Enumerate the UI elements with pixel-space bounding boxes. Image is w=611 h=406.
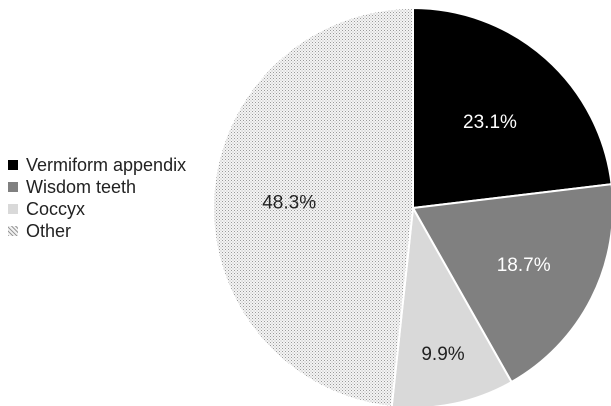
legend-label-other: Other [26, 220, 72, 241]
legend-swatch-wisdom-teeth [8, 182, 18, 192]
pie-slice-coccyx [390, 204, 513, 406]
legend-item-wisdom-teeth: Wisdom teeth [8, 176, 186, 198]
data-label-wisdom-teeth: 18.7% [497, 255, 551, 276]
pie-slice-vermiform-appendix [412, 6, 611, 210]
pie-slice-other [212, 6, 414, 406]
data-label-other: 48.3% [262, 192, 316, 213]
pie-slice-wisdom-teeth [411, 183, 611, 384]
legend-item-coccyx: Coccyx [8, 198, 186, 220]
data-label-vermiform-appendix: 23.1% [463, 112, 517, 133]
legend-item-vermiform-appendix: Vermiform appendix [8, 154, 186, 176]
legend-item-other: Other [8, 220, 186, 242]
data-label-coccyx: 9.9% [421, 344, 464, 365]
legend-swatch-vermiform-appendix [8, 160, 18, 170]
legend-swatch-coccyx [8, 204, 18, 214]
legend-label-wisdom-teeth: Wisdom teeth [26, 176, 137, 197]
legend-label-vermiform-appendix: Vermiform appendix [26, 154, 187, 175]
legend: Vermiform appendix Wisdom teeth Coccyx O… [8, 154, 186, 242]
legend-swatch-other [8, 226, 18, 236]
legend-label-coccyx: Coccyx [26, 198, 86, 219]
